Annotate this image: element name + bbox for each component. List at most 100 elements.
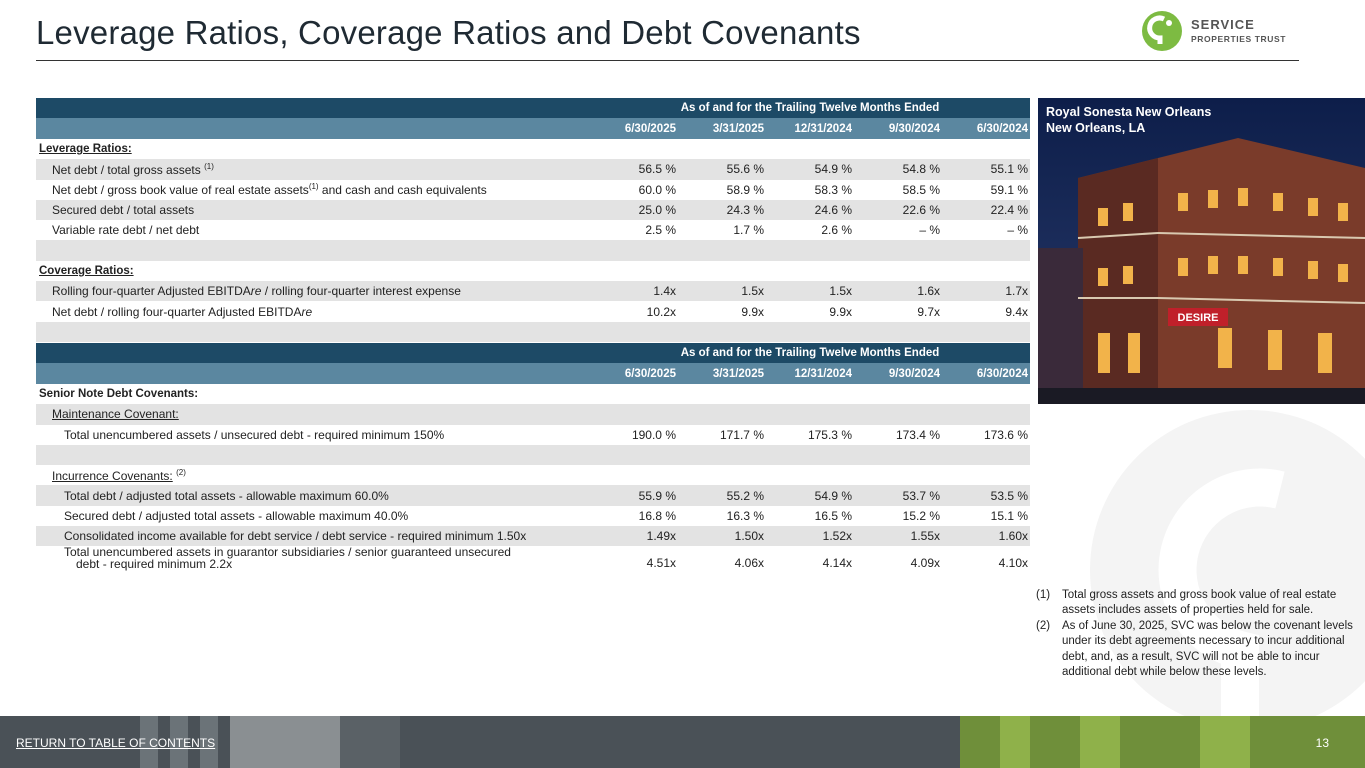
table-row: Total unencumbered assets in guarantor s…: [36, 546, 1030, 570]
cell-value: 54.9 %: [766, 159, 854, 180]
footer-background-image: [0, 716, 1365, 768]
footnote-text: As of June 30, 2025, SVC was below the c…: [1062, 619, 1353, 679]
return-to-toc-link[interactable]: RETURN TO TABLE OF CONTENTS: [16, 736, 216, 750]
spacer-row: [36, 240, 1030, 261]
cell-value: 24.6 %: [766, 199, 854, 221]
cell-value: 4.09x: [910, 556, 940, 571]
date-header-row: 6/30/2025 3/31/2025 12/31/2024 9/30/2024…: [36, 118, 1030, 139]
logo-mark-icon: [1142, 11, 1182, 51]
subsection-row: Incurrence Covenants: (2): [36, 465, 1030, 485]
cell-value: 1.5x: [678, 281, 766, 302]
row-label: Variable rate debt / net debt: [52, 223, 200, 238]
table-row: Variable rate debt / net debt 2.5 % 1.7 …: [36, 220, 1030, 240]
date-header: 3/31/2025: [678, 118, 766, 139]
logo-text-line1: SERVICE: [1191, 17, 1255, 32]
coverage-section-title: Coverage Ratios:: [39, 264, 134, 277]
cell-value: 173.4 %: [895, 427, 940, 442]
cell-value: 4.14x: [822, 556, 852, 571]
title-divider: [36, 60, 1299, 61]
cell-value: 22.4 %: [942, 199, 1030, 221]
cell-value: 1.4x: [590, 281, 678, 302]
section-row: Coverage Ratios:: [36, 261, 1030, 281]
cell-value: 2.6 %: [821, 223, 852, 238]
table-header-row: As of and for the Trailing Twelve Months…: [36, 343, 1030, 363]
date-header: 12/31/2024: [766, 118, 854, 139]
cell-value: 9.7x: [917, 304, 940, 319]
cell-value: 54.8 %: [854, 159, 942, 180]
footer-bar: RETURN TO TABLE OF CONTENTS 13: [0, 716, 1365, 768]
cell-value: 60.0 %: [638, 182, 676, 197]
section-row: Leverage Ratios:: [36, 139, 1030, 159]
date-header: 12/31/2024: [766, 363, 854, 384]
table-row: Total debt / adjusted total assets - all…: [36, 485, 1030, 506]
cell-value: 1.50x: [678, 526, 766, 547]
table-row: Net debt / rolling four-quarter Adjusted…: [36, 301, 1030, 321]
sign-text: DESIRE: [1178, 312, 1219, 324]
row-label: Net debt / total gross assets (1): [36, 159, 590, 180]
cell-value: 53.7 %: [854, 485, 942, 506]
row-label: Net debt / rolling four-quarter Adjusted…: [52, 304, 313, 319]
table-row: Rolling four-quarter Adjusted EBITDAre /…: [36, 281, 1030, 302]
spacer-row: [36, 321, 1030, 342]
footnote: (1) Total gross assets and gross book va…: [1036, 588, 1358, 619]
cell-value: 9.9x: [829, 304, 852, 319]
table-row: Consolidated income available for debt s…: [36, 526, 1030, 547]
row-label: Total debt / adjusted total assets - all…: [36, 485, 590, 506]
cell-value: 16.3 %: [726, 508, 764, 523]
cell-value: 1.7x: [942, 281, 1030, 302]
company-logo: SERVICE PROPERTIES TRUST: [1142, 11, 1302, 53]
cell-value: 58.3 %: [814, 182, 852, 197]
cell-value: 175.3 %: [807, 427, 852, 442]
covenants-section-title: Senior Note Debt Covenants:: [39, 388, 199, 401]
photo-caption: Royal Sonesta New Orleans New Orleans, L…: [1046, 104, 1211, 136]
row-label: Secured debt / total assets: [36, 199, 590, 221]
date-header: 3/31/2025: [678, 363, 766, 384]
cell-value: 59.1 %: [990, 182, 1028, 197]
cell-value: 55.1 %: [942, 159, 1030, 180]
photo-caption-name: Royal Sonesta New Orleans: [1046, 105, 1212, 119]
cell-value: 55.2 %: [678, 485, 766, 506]
leverage-coverage-table: As of and for the Trailing Twelve Months…: [36, 98, 1030, 342]
cell-value: 171.7 %: [719, 427, 764, 442]
page-number: 13: [1315, 736, 1329, 750]
cell-value: 4.51x: [646, 556, 676, 571]
footnote: (2) As of June 30, 2025, SVC was below t…: [1036, 619, 1358, 681]
table-row: Net debt / gross book value of real esta…: [36, 180, 1030, 200]
footnotes: (1) Total gross assets and gross book va…: [1036, 588, 1358, 680]
table-row: Total unencumbered assets / unsecured de…: [36, 425, 1030, 445]
cell-value: 25.0 %: [590, 199, 678, 221]
cell-value: 1.52x: [766, 526, 854, 547]
date-header-row: 6/30/2025 3/31/2025 12/31/2024 9/30/2024…: [36, 363, 1030, 384]
cell-value: 15.2 %: [902, 508, 940, 523]
cell-value: 1.49x: [590, 526, 678, 547]
page-title: Leverage Ratios, Coverage Ratios and Deb…: [36, 14, 861, 51]
section-row: Senior Note Debt Covenants:: [36, 384, 1030, 404]
cell-value: 16.5 %: [814, 508, 852, 523]
footnote-text: Total gross assets and gross book value …: [1062, 589, 1337, 617]
table-row: Net debt / total gross assets (1) 56.5 %…: [36, 159, 1030, 180]
row-label: Secured debt / adjusted total assets - a…: [64, 508, 409, 523]
cell-value: 173.6 %: [983, 427, 1028, 442]
table-row: Secured debt / total assets 25.0 % 24.3 …: [36, 199, 1030, 221]
cell-value: 9.9x: [741, 304, 764, 319]
cell-value: 4.06x: [734, 556, 764, 571]
footnote-key: (1): [1036, 589, 1051, 601]
table-header-row: As of and for the Trailing Twelve Months…: [36, 98, 1030, 118]
cell-value: 16.8 %: [638, 508, 676, 523]
cell-value: 55.6 %: [678, 159, 766, 180]
cell-value: 58.9 %: [726, 182, 764, 197]
property-photo: DESIRE Royal Sonesta New Orleans New Orl…: [1038, 98, 1365, 404]
hotel-building-illustration: DESIRE: [1038, 98, 1365, 404]
debt-covenants-table: As of and for the Trailing Twelve Months…: [36, 343, 1030, 570]
cell-value: 54.9 %: [766, 485, 854, 506]
incurrence-title: Incurrence Covenants: (2): [52, 467, 186, 483]
cell-value: 55.9 %: [590, 485, 678, 506]
cell-value: – %: [919, 223, 940, 238]
photo-caption-location: New Orleans, LA: [1046, 121, 1146, 135]
cell-value: – %: [1007, 223, 1028, 238]
date-header: 6/30/2024: [942, 363, 1030, 384]
cell-value: 190.0 %: [631, 427, 676, 442]
cell-value: 58.5 %: [902, 182, 940, 197]
cell-value: 1.55x: [854, 526, 942, 547]
table-row: Secured debt / adjusted total assets - a…: [36, 506, 1030, 526]
